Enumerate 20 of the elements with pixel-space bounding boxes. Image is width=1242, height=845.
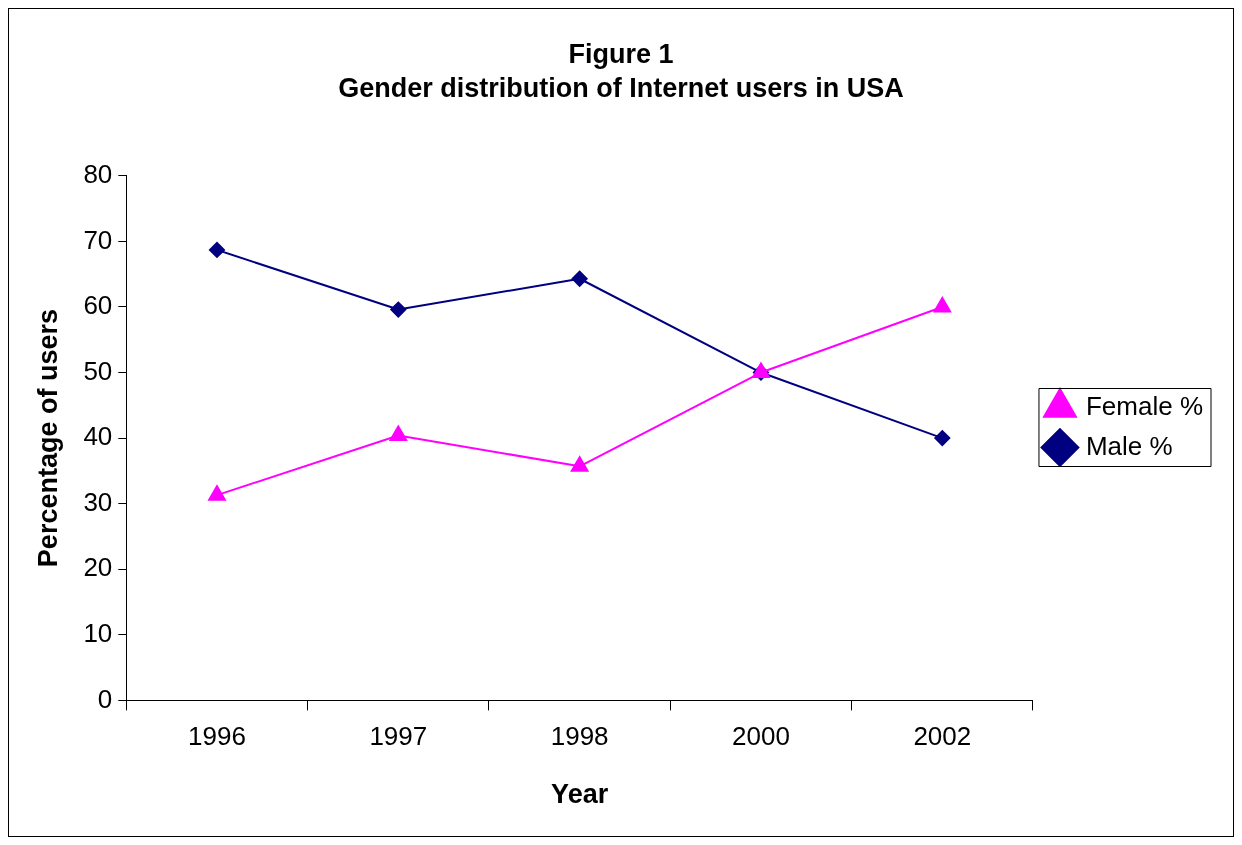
x-tick-label: 1997 [369, 721, 428, 752]
legend-label: Female % [1085, 390, 1204, 421]
y-tick-label: 60 [83, 290, 113, 321]
y-tick-label: 40 [83, 421, 113, 452]
y-tick-label: 0 [97, 683, 113, 714]
legend-label: Male % [1085, 430, 1173, 461]
x-tick-label: 2002 [913, 721, 972, 752]
y-tick-label: 50 [83, 355, 113, 386]
x-tick-label: 1998 [550, 721, 609, 752]
y-axis-title: Percentage of users [32, 309, 63, 568]
x-axis-title: Year [551, 779, 609, 810]
x-tick-label: 2000 [732, 721, 790, 752]
chart-subtitle: Gender distribution of Internet users in USA [338, 73, 904, 104]
chart-title: Figure 1 [568, 38, 674, 69]
y-tick-label: 20 [83, 552, 113, 583]
y-tick-label: 70 [83, 224, 113, 255]
x-tick-label: 1996 [188, 721, 246, 752]
y-tick-label: 80 [83, 158, 113, 189]
y-tick-label: 30 [83, 486, 113, 517]
y-tick-label: 10 [83, 618, 113, 648]
